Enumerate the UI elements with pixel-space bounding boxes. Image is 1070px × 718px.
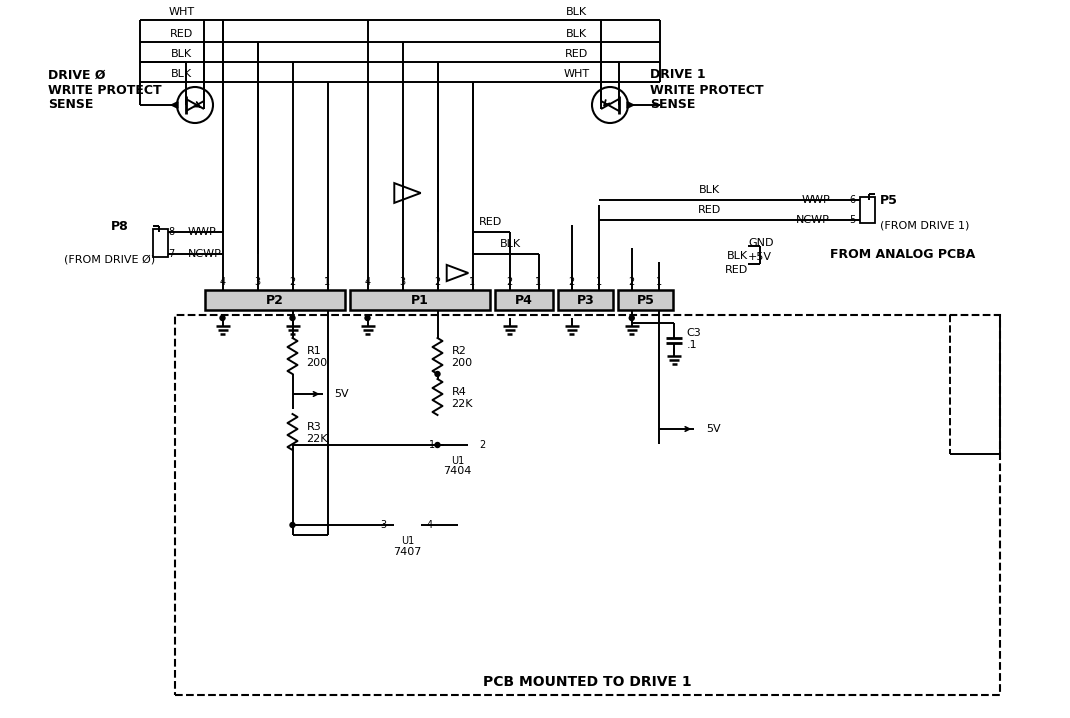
Bar <box>175 315 1000 695</box>
Text: P2: P2 <box>266 294 284 307</box>
Text: 7: 7 <box>168 249 174 259</box>
Text: BLK: BLK <box>699 185 720 195</box>
Text: 4: 4 <box>427 520 433 530</box>
Text: U1: U1 <box>401 536 414 546</box>
Bar <box>860 197 875 223</box>
Text: 2: 2 <box>506 277 513 287</box>
Circle shape <box>290 315 295 320</box>
Text: RED: RED <box>479 217 503 227</box>
Text: 2: 2 <box>289 277 295 287</box>
Circle shape <box>629 315 635 320</box>
Text: 4: 4 <box>365 277 370 287</box>
Text: NCWP: NCWP <box>796 215 830 225</box>
Text: 1: 1 <box>324 277 331 287</box>
Text: U1: U1 <box>450 456 464 466</box>
Text: R4: R4 <box>452 387 467 397</box>
Text: SENSE: SENSE <box>649 98 696 111</box>
Bar <box>350 290 490 310</box>
Text: .1: .1 <box>686 340 697 350</box>
Bar <box>557 290 613 310</box>
Text: 3: 3 <box>255 277 261 287</box>
Text: 1: 1 <box>535 277 541 287</box>
Text: (FROM DRIVE 1): (FROM DRIVE 1) <box>880 220 969 230</box>
Text: WRITE PROTECT: WRITE PROTECT <box>649 83 764 96</box>
Text: R3: R3 <box>306 422 321 432</box>
Text: 22K: 22K <box>306 434 328 444</box>
Text: BLK: BLK <box>566 29 586 39</box>
Bar <box>153 229 168 257</box>
Text: 5: 5 <box>849 215 855 225</box>
Text: 5V: 5V <box>706 424 721 434</box>
Text: +5V: +5V <box>748 252 771 262</box>
Text: 3: 3 <box>380 520 386 530</box>
Bar <box>205 290 345 310</box>
Text: WRITE PROTECT: WRITE PROTECT <box>48 83 162 96</box>
Text: R2: R2 <box>452 346 467 356</box>
Circle shape <box>220 315 225 320</box>
Text: 4: 4 <box>219 277 226 287</box>
Text: P1: P1 <box>411 294 429 307</box>
Text: 8: 8 <box>168 227 174 237</box>
Text: GND: GND <box>748 238 774 248</box>
Text: 1: 1 <box>470 277 475 287</box>
Text: 1: 1 <box>429 440 435 450</box>
Text: RED: RED <box>698 205 721 215</box>
Bar <box>618 290 673 310</box>
Bar <box>495 290 553 310</box>
Text: P5: P5 <box>880 193 898 207</box>
Text: BLK: BLK <box>171 69 192 79</box>
Text: 7407: 7407 <box>394 547 422 557</box>
Text: (FROM DRIVE Ø): (FROM DRIVE Ø) <box>64 254 155 264</box>
Text: 2: 2 <box>434 277 441 287</box>
Text: 2: 2 <box>568 277 575 287</box>
Text: R1: R1 <box>306 346 321 356</box>
Text: RED: RED <box>170 29 193 39</box>
Text: RED: RED <box>724 265 748 275</box>
Text: WWP: WWP <box>801 195 830 205</box>
Text: WWP: WWP <box>188 227 217 237</box>
Circle shape <box>365 315 370 320</box>
Text: PCB MOUNTED TO DRIVE 1: PCB MOUNTED TO DRIVE 1 <box>484 675 692 689</box>
Text: 200: 200 <box>306 358 327 368</box>
Text: 1: 1 <box>656 277 662 287</box>
Text: BLK: BLK <box>500 239 521 249</box>
Circle shape <box>290 523 295 528</box>
Text: SENSE: SENSE <box>48 98 93 111</box>
Text: DRIVE Ø: DRIVE Ø <box>48 68 106 82</box>
Text: 22K: 22K <box>452 399 473 409</box>
Text: P4: P4 <box>515 294 533 307</box>
Text: WHT: WHT <box>563 69 590 79</box>
Text: P5: P5 <box>637 294 655 307</box>
Text: 2: 2 <box>629 277 635 287</box>
Text: FROM ANALOG PCBA: FROM ANALOG PCBA <box>830 248 975 261</box>
Text: WHT: WHT <box>168 7 195 17</box>
Text: 6: 6 <box>849 195 855 205</box>
Text: BLK: BLK <box>727 251 748 261</box>
Text: 7404: 7404 <box>443 466 472 476</box>
Text: 200: 200 <box>452 358 473 368</box>
Text: RED: RED <box>565 49 587 59</box>
Text: BLK: BLK <box>171 49 192 59</box>
Text: 1: 1 <box>596 277 602 287</box>
Text: C3: C3 <box>686 328 701 338</box>
Text: P8: P8 <box>111 220 128 233</box>
Text: DRIVE 1: DRIVE 1 <box>649 68 705 82</box>
Circle shape <box>435 371 440 376</box>
Text: P3: P3 <box>577 294 594 307</box>
Text: 2: 2 <box>479 440 486 450</box>
Circle shape <box>435 442 440 447</box>
Text: BLK: BLK <box>566 7 586 17</box>
Text: 3: 3 <box>399 277 406 287</box>
Text: 5V: 5V <box>335 389 349 399</box>
Text: NCWP: NCWP <box>188 249 221 259</box>
